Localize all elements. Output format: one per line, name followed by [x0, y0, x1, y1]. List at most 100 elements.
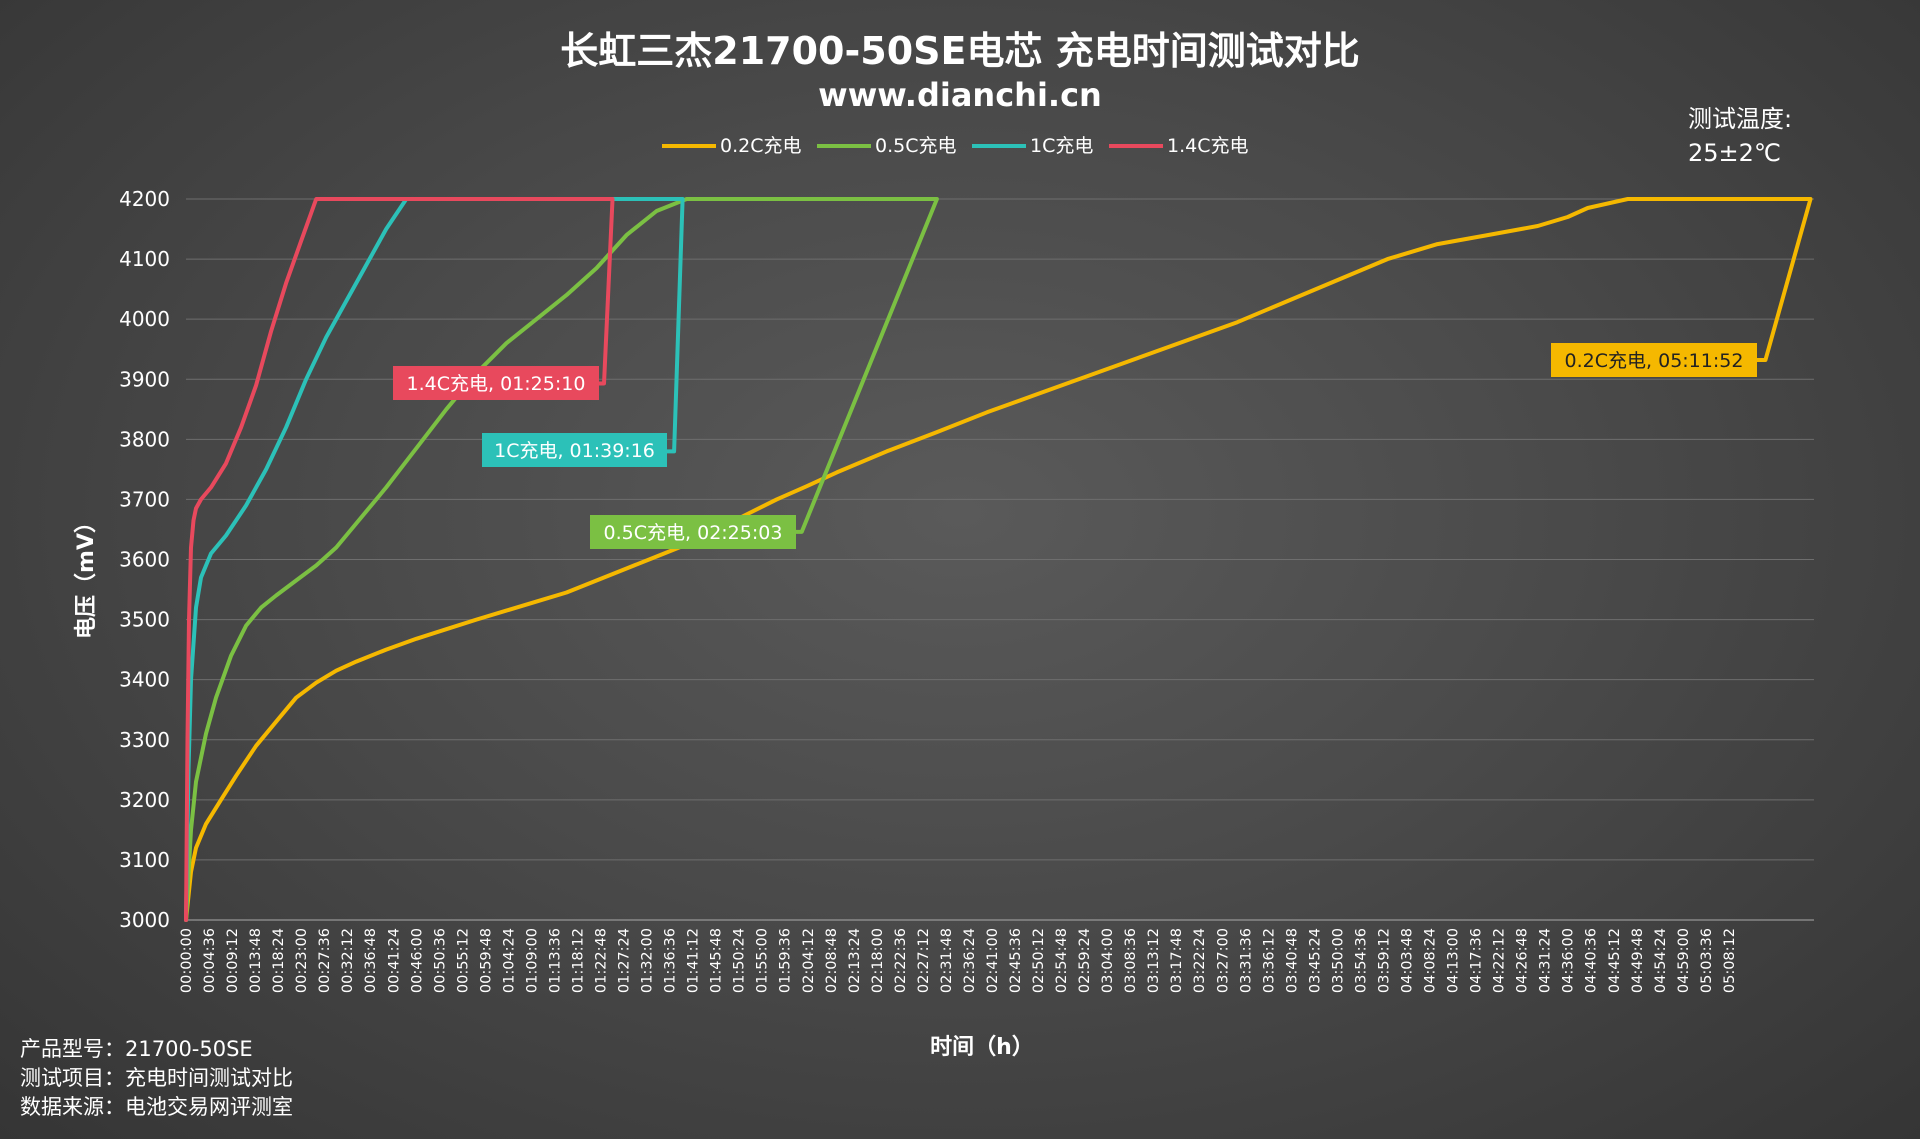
y-tick-label: 3200 — [119, 788, 170, 812]
x-tick-label: 03:45:24 — [1307, 928, 1323, 993]
x-tick-label: 00:50:36 — [432, 928, 448, 993]
y-tick-label: 4000 — [119, 307, 170, 331]
x-tick-label: 02:41:00 — [985, 928, 1001, 993]
annotation-label: 0.2C充电, 05:11:52 — [1565, 350, 1744, 372]
series-line-1.4C充电 — [184, 197, 615, 922]
x-tick-label: 04:45:12 — [1607, 928, 1623, 993]
chart-subtitle: www.dianchi.cn — [818, 76, 1102, 114]
y-tick-label: 3300 — [119, 728, 170, 752]
legend: 0.2C充电 0.5C充电 1C充电 1.4C充电 — [662, 135, 1248, 157]
x-tick-label: 01:50:24 — [732, 928, 748, 993]
annotation-label: 0.5C充电, 02:25:03 — [604, 522, 783, 544]
x-tick-label: 02:31:48 — [939, 928, 955, 993]
series-lines — [184, 197, 1813, 922]
y-tick-label: 3900 — [119, 367, 170, 391]
x-axis-ticks: 00:00:00 00:04:36 00:09:12 00:13:48 00:18:24… — [179, 928, 1738, 993]
x-tick-label: 00:55:12 — [455, 928, 471, 993]
annotation-leader — [667, 198, 685, 454]
x-tick-label: 00:59:48 — [478, 928, 494, 993]
x-tick-label: 04:54:24 — [1653, 928, 1669, 993]
x-tick-label: 02:59:24 — [1077, 928, 1093, 993]
x-tick-label: 00:36:48 — [363, 928, 379, 993]
temperature-value: 25±2℃ — [1688, 139, 1781, 167]
x-tick-label: 02:54:48 — [1054, 928, 1070, 993]
x-tick-label: 01:27:24 — [617, 928, 633, 993]
x-tick-label: 03:13:12 — [1146, 928, 1162, 993]
x-tick-label: 03:22:24 — [1192, 928, 1208, 993]
x-tick-label: 02:13:24 — [847, 928, 863, 993]
x-tick-label: 02:04:12 — [801, 928, 817, 993]
x-tick-label: 00:23:00 — [294, 928, 310, 993]
annotation-leader — [796, 198, 939, 534]
y-axis-ticks: 3000 3100 3200 3300 3400 3500 3600 3700 3800 3900… — [119, 187, 170, 932]
x-tick-label: 00:04:36 — [202, 928, 218, 993]
y-tick-label: 3800 — [119, 427, 170, 451]
info-model: 产品型号：21700-50SE — [20, 1037, 253, 1061]
x-tick-label: 03:54:36 — [1353, 928, 1369, 993]
y-axis-label: 电压（mV） — [74, 511, 99, 639]
annotations: 1.4C充电, 01:25:10 1C充电, 01:39:16 0.5C充电, 02… — [393, 198, 1813, 549]
x-tick-label: 01:04:24 — [501, 928, 517, 993]
annotation-label: 1.4C充电, 01:25:10 — [407, 373, 586, 395]
x-tick-label: 01:36:36 — [663, 928, 679, 993]
x-axis-label: 时间（h） — [930, 1035, 1034, 1060]
y-tick-label: 3100 — [119, 848, 170, 872]
x-tick-label: 04:40:36 — [1584, 928, 1600, 993]
x-tick-label: 02:22:36 — [893, 928, 909, 993]
x-tick-label: 01:45:48 — [709, 928, 725, 993]
x-tick-label: 02:18:00 — [870, 928, 886, 993]
legend-label-1c: 1C充电 — [1030, 135, 1093, 157]
series-line-0.2C充电 — [184, 197, 1813, 922]
annotation-box — [482, 433, 667, 467]
x-tick-label: 02:45:36 — [1008, 928, 1024, 993]
x-tick-label: 01:59:36 — [778, 928, 794, 993]
x-tick-label: 00:13:48 — [248, 928, 264, 993]
x-tick-label: 05:03:36 — [1699, 928, 1715, 993]
x-tick-label: 03:59:12 — [1376, 928, 1392, 993]
x-tick-label: 04:59:00 — [1676, 928, 1692, 993]
x-tick-label: 04:49:48 — [1630, 928, 1646, 993]
x-tick-label: 00:09:12 — [225, 928, 241, 993]
x-tick-label: 04:17:36 — [1469, 928, 1485, 993]
chart-title: 长虹三杰21700-50SE电芯 充电时间测试对比 — [560, 29, 1359, 73]
legend-label-1.4c: 1.4C充电 — [1167, 135, 1248, 157]
x-tick-label: 01:55:00 — [755, 928, 771, 993]
x-tick-label: 00:32:12 — [340, 928, 356, 993]
x-tick-label: 03:17:48 — [1169, 928, 1185, 993]
x-tick-label: 04:26:48 — [1515, 928, 1531, 993]
x-tick-label: 01:13:36 — [547, 928, 563, 993]
x-tick-label: 02:36:24 — [962, 928, 978, 993]
x-tick-label: 05:08:12 — [1722, 928, 1738, 993]
y-tick-label: 3700 — [119, 487, 170, 511]
x-tick-label: 03:08:36 — [1123, 928, 1139, 993]
x-tick-label: 04:13:00 — [1446, 928, 1462, 993]
x-tick-label: 04:22:12 — [1492, 928, 1508, 993]
annotation-box — [590, 515, 796, 549]
info-source: 数据来源：电池交易网评测室 — [20, 1095, 293, 1119]
x-tick-label: 03:04:00 — [1100, 928, 1116, 993]
annotation-leader — [1757, 198, 1813, 363]
x-tick-label: 03:40:48 — [1284, 928, 1300, 993]
y-tick-label: 3400 — [119, 668, 170, 692]
x-tick-label: 04:03:48 — [1399, 928, 1415, 993]
annotation-box — [393, 366, 599, 400]
x-tick-label: 03:31:36 — [1238, 928, 1254, 993]
y-tick-label: 3500 — [119, 608, 170, 632]
y-tick-label: 3000 — [119, 908, 170, 932]
x-tick-label: 01:22:48 — [594, 928, 610, 993]
x-tick-label: 00:46:00 — [409, 928, 425, 993]
legend-label-0.5c: 0.5C充电 — [875, 135, 956, 157]
x-tick-label: 04:36:00 — [1561, 928, 1577, 993]
x-tick-label: 00:00:00 — [179, 928, 195, 993]
x-tick-label: 04:08:24 — [1423, 928, 1439, 993]
y-tick-label: 4100 — [119, 247, 170, 271]
y-tick-label: 3600 — [119, 548, 170, 572]
annotation-label: 1C充电, 01:39:16 — [494, 440, 655, 462]
x-tick-label: 00:41:24 — [386, 928, 402, 993]
annotation-box — [1551, 343, 1757, 377]
legend-label-0.2c: 0.2C充电 — [720, 135, 801, 157]
x-tick-label: 04:31:24 — [1538, 928, 1554, 993]
x-tick-label: 01:18:12 — [570, 928, 586, 993]
gridlines — [186, 198, 1814, 921]
